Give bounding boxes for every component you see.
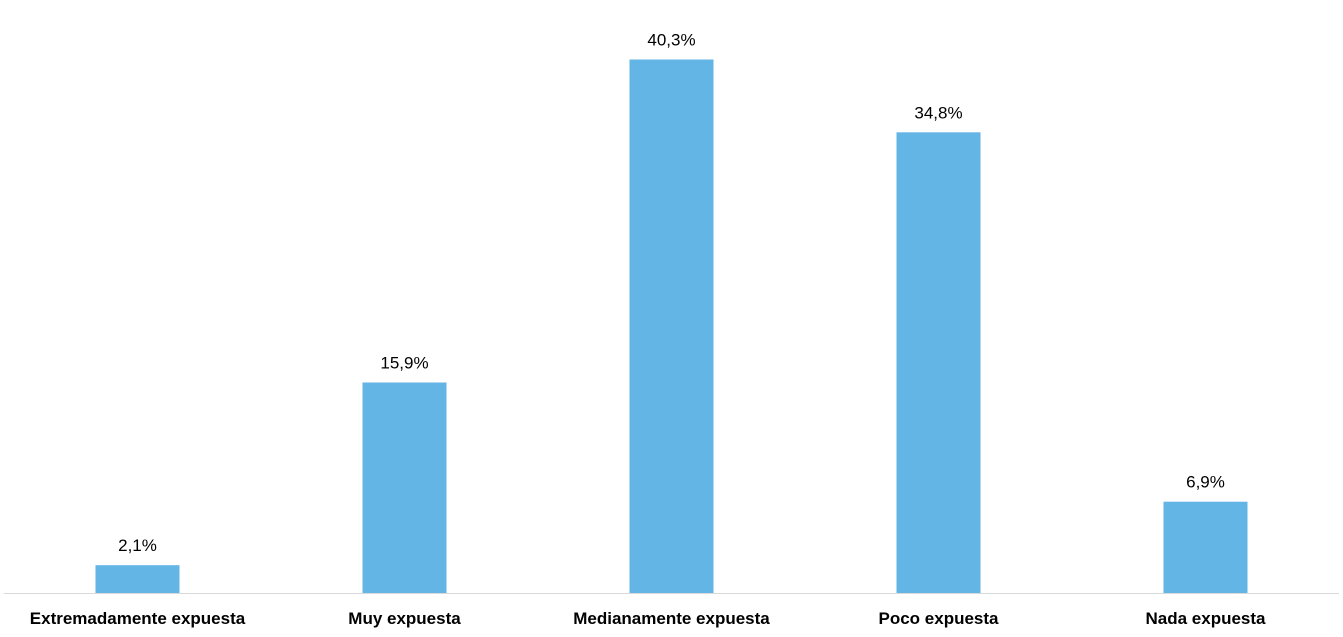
category-label-2: Medianamente expuesta	[573, 609, 770, 628]
data-labels-group: 2,1% 15,9% 40,3% 34,8% 6,9%	[118, 31, 1225, 556]
data-label-2: 40,3%	[647, 31, 695, 50]
data-label-1: 15,9%	[380, 354, 428, 373]
category-label-3: Poco expuesta	[879, 609, 1000, 628]
data-label-4: 6,9%	[1186, 473, 1225, 492]
bar-2	[629, 59, 714, 593]
category-labels-group: Extremadamente expuesta Muy expuesta Media…	[30, 609, 1266, 628]
data-label-0: 2,1%	[118, 536, 157, 555]
category-label-0: Extremadamente expuesta	[30, 609, 246, 628]
category-label-1: Muy expuesta	[348, 609, 461, 628]
category-label-4: Nada expuesta	[1146, 609, 1267, 628]
bar-3	[896, 132, 981, 594]
bar-1	[362, 382, 447, 593]
data-label-3: 34,8%	[914, 103, 962, 122]
bar-4	[1163, 501, 1248, 593]
bar-0	[95, 565, 180, 593]
bars-group	[95, 59, 1248, 594]
